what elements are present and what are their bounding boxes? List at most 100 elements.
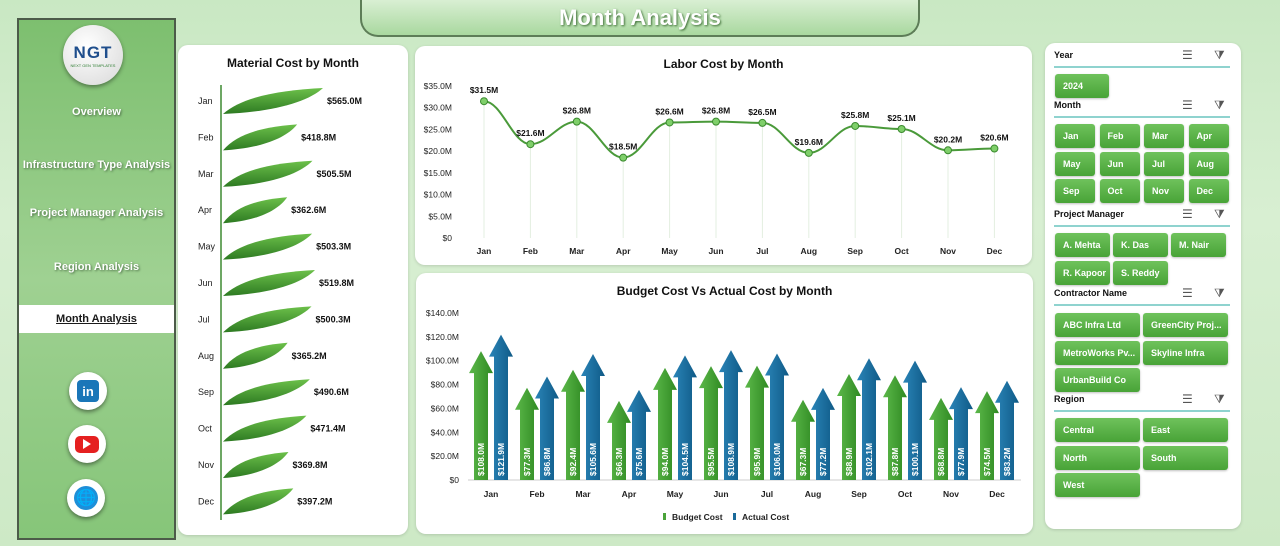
data-point [897,124,906,133]
clear-filter-icon[interactable]: ⧩ [1214,286,1225,300]
category-label: Feb [198,132,214,142]
region-slicer-item[interactable]: North [1055,445,1140,470]
youtube-icon[interactable] [68,425,106,463]
multi-select-icon[interactable]: ☰ [1182,286,1193,300]
month-slicer-item[interactable]: Apr [1188,124,1229,148]
y-tick-label: $80.0M [431,380,459,390]
project-manager-slicer-item[interactable]: S. Reddy [1113,260,1168,285]
contractor-slicer-item[interactable]: Skyline Infra [1143,340,1228,365]
y-tick-label: $0 [450,475,460,485]
data-label: $418.8M [301,132,336,142]
actual-arrow [903,360,927,480]
x-tick-label: Feb [523,246,538,256]
data-label: $25.8M [841,110,869,120]
month-slicer-item[interactable]: Oct [1099,179,1140,203]
category-label: Jul [198,314,210,324]
nav-overview[interactable]: Overview [72,106,121,118]
month-slicer-item[interactable]: Aug [1188,151,1229,176]
actual-arrow [627,389,651,480]
leaf-bar [223,88,323,114]
data-label: $519.8M [319,278,354,288]
budget-arrow [699,366,723,480]
series-line [483,100,995,159]
data-point [480,97,488,106]
x-tick-label: Oct [898,489,912,499]
clear-filter-icon[interactable]: ⧩ [1214,207,1225,221]
month-slicer-item[interactable]: Nov [1144,179,1184,203]
month-slicer-item[interactable]: Dec [1188,179,1229,203]
x-tick-label: Dec [989,489,1005,499]
leaf-bar [223,379,310,406]
actual-arrow [535,376,559,480]
actual-arrow [857,358,881,480]
slicer-panel: Year ☰ ⧩ 2024 Month ☰ ⧩ Jan Feb Mar Apr May Jun Jul Au… [1045,43,1241,529]
budget-actual-chart: $0 $20.0M $40.0M $60.0M $80.0M $100.0M $120.0M… [426,308,1021,522]
multi-select-icon[interactable]: ☰ [1182,48,1193,62]
x-tick-label: Mar [575,489,591,499]
multi-select-icon[interactable]: ☰ [1182,98,1193,112]
category-label: Jan [198,96,213,106]
region-slicer-item[interactable]: West [1055,473,1140,497]
data-label: $68.8M [936,448,946,476]
actual-arrow [673,355,697,480]
actual-arrow [995,380,1019,480]
multi-select-icon[interactable]: ☰ [1182,392,1193,406]
x-tick-label: Feb [529,489,544,499]
year-slicer-item[interactable]: 2024 [1055,74,1109,98]
leaf-bar [223,160,313,187]
y-tick-label: $120.0M [426,332,459,342]
clear-filter-icon[interactable]: ⧩ [1214,98,1225,112]
project-manager-slicer-item[interactable]: M. Nair [1171,233,1226,257]
month-slicer-item[interactable]: Mar [1144,124,1184,148]
contractor-slicer-item[interactable]: UrbanBuild Co [1055,368,1140,392]
data-point [712,117,720,126]
month-slicer-item[interactable]: Jun [1099,151,1140,176]
data-label: $362.6M [291,205,326,215]
data-label: $77.2M [818,448,828,476]
data-label: $369.8M [292,460,327,470]
budget-arrow [975,391,999,480]
labor-cost-card: Labor Cost by Month $0 $5.0M $10.0M $15.0M $… [415,46,1032,265]
multi-select-icon[interactable]: ☰ [1182,207,1193,221]
x-tick-label: May [661,246,678,256]
website-icon[interactable]: 🌐 [67,479,105,517]
data-label: $75.6M [634,448,644,476]
region-slicer-item[interactable]: East [1143,418,1228,442]
linkedin-icon[interactable]: in [69,372,107,410]
month-slicer-item[interactable]: Jul [1144,151,1184,176]
nav-project-manager-analysis[interactable]: Project Manager Analysis [29,207,164,219]
contractor-slicer-item[interactable]: ABC Infra Ltd [1055,313,1140,337]
contractor-slicer-item[interactable]: MetroWorks Pv... [1055,340,1140,365]
legend-label: Budget Cost [672,512,723,522]
chart-title: Budget Cost Vs Actual Cost by Month [616,284,833,298]
region-slicer-item[interactable]: South [1143,445,1228,470]
legend-swatch [733,513,736,520]
month-slicer-header: Month ☰ ⧩ [1054,98,1230,118]
data-label: $106.0M [772,443,782,476]
month-slicer-item[interactable]: May [1055,151,1095,176]
data-label: $95.5M [706,448,716,476]
clear-filter-icon[interactable]: ⧩ [1214,392,1225,406]
category-label: Mar [198,169,214,179]
x-tick-label: Sep [847,246,863,256]
month-slicer-item[interactable]: Feb [1099,124,1140,148]
category-label: Oct [198,424,213,434]
clear-filter-icon[interactable]: ⧩ [1214,48,1225,62]
project-manager-slicer-item[interactable]: K. Das [1113,233,1168,257]
nav-region-analysis[interactable]: Region Analysis [53,261,140,273]
page-title: Month Analysis [360,0,920,37]
nav-infrastructure-type-analysis[interactable]: Infrastructure Type Analysis [22,159,171,171]
budget-arrow [561,369,585,480]
region-slicer-item[interactable]: Central [1055,418,1140,442]
leaf-bar [223,270,315,296]
contractor-slicer-item[interactable]: GreenCity Proj... [1143,313,1228,337]
month-slicer-item[interactable]: Sep [1055,179,1095,203]
project-manager-slicer-item[interactable]: A. Mehta [1055,233,1110,257]
data-label: $88.9M [844,448,854,476]
month-slicer-item[interactable]: Jan [1055,124,1095,148]
data-label: $66.3M [614,448,624,476]
project-manager-slicer-item[interactable]: R. Kapoor [1055,260,1110,285]
category-label: Aug [198,351,214,361]
data-label: $18.5M [609,142,637,152]
nav-month-analysis[interactable]: Month Analysis [19,305,174,333]
